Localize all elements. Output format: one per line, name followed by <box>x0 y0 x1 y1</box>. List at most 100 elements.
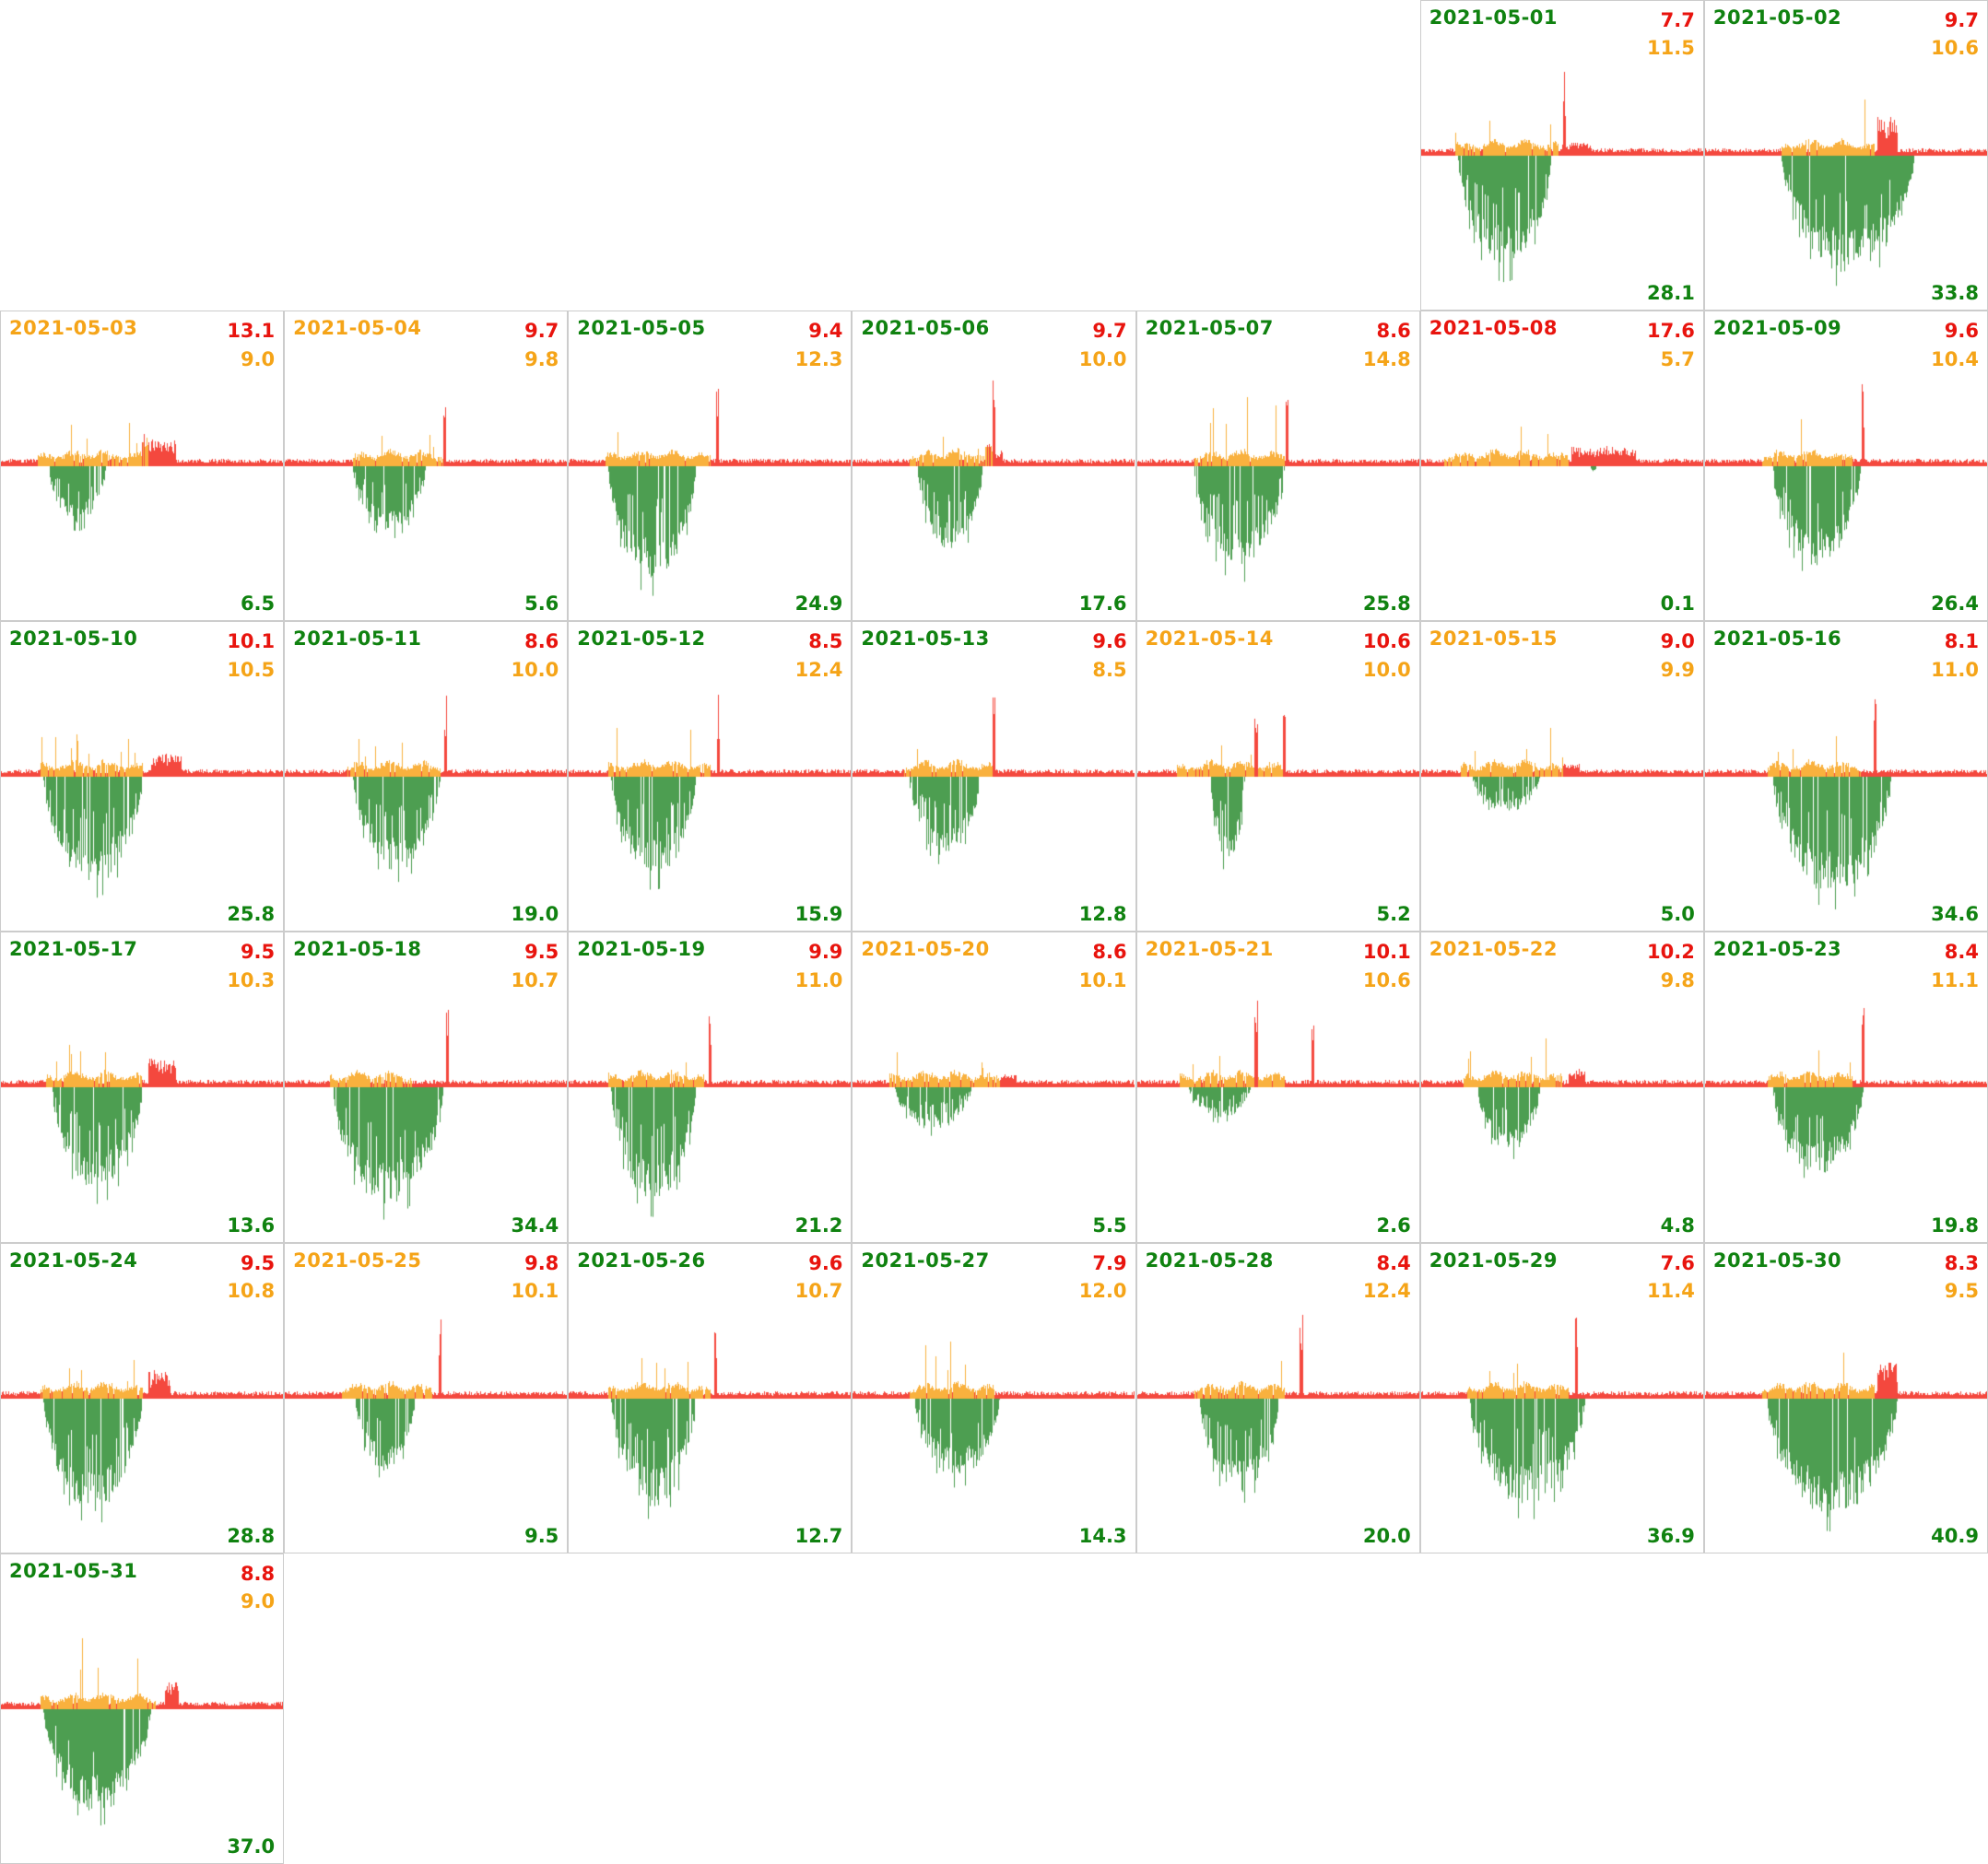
panel-date-label: 2021-05-11 <box>293 627 422 651</box>
panel-top-values: 7.9 12.0 <box>1079 1249 1127 1306</box>
value-red-label: 9.5 <box>524 941 559 964</box>
value-red-label: 7.7 <box>1660 9 1695 31</box>
panel-date-label: 2021-05-19 <box>577 938 706 961</box>
day-panel-2021-05-12: 2021-05-12 8.5 12.4 15.9 <box>568 621 853 932</box>
value-red-label: 9.7 <box>524 320 559 343</box>
day-panel-2021-05-16: 2021-05-16 8.1 11.0 34.6 <box>1703 621 1988 932</box>
value-orange-label: 10.1 <box>1078 968 1127 991</box>
day-panel-2021-05-31: 2021-05-31 8.8 9.0 37.0 <box>0 1553 285 1864</box>
value-orange-label: 10.4 <box>1931 347 1979 370</box>
panel-date-label: 2021-05-24 <box>9 1249 138 1272</box>
value-green-label: 2.6 <box>1376 1213 1411 1237</box>
panel-top-values: 8.5 12.4 <box>795 627 843 684</box>
day-chart-canvas <box>1704 1243 1987 1553</box>
day-chart-canvas <box>1 622 283 932</box>
value-orange-label: 9.8 <box>1660 968 1695 991</box>
value-orange-label: 10.3 <box>227 968 276 991</box>
panel-top-values: 8.3 9.5 <box>1945 1249 1979 1306</box>
day-panel-2021-05-19: 2021-05-19 9.9 11.0 21.2 <box>568 932 853 1243</box>
panel-top-values: 7.7 11.5 <box>1647 6 1695 63</box>
panel-date-label: 2021-05-28 <box>1145 1249 1274 1272</box>
panel-top-values: 8.8 9.0 <box>241 1560 275 1616</box>
panel-top-values: 9.6 10.7 <box>795 1249 843 1306</box>
panel-date-label: 2021-05-30 <box>1712 1249 1842 1272</box>
value-red-label: 9.5 <box>240 941 276 964</box>
value-red-label: 8.6 <box>1092 941 1127 964</box>
value-green-label: 12.8 <box>1078 903 1127 926</box>
value-green-label: 6.5 <box>240 592 276 615</box>
panel-date-label: 2021-05-05 <box>577 317 706 340</box>
day-panel-2021-05-30: 2021-05-30 8.3 9.5 40.9 <box>1703 1242 1988 1553</box>
value-red-label: 9.7 <box>1092 320 1127 343</box>
panel-top-values: 8.1 11.0 <box>1931 627 1979 684</box>
value-orange-label: 11.4 <box>1647 1280 1695 1303</box>
day-chart-canvas <box>853 932 1135 1242</box>
panel-top-values: 8.4 11.1 <box>1931 938 1979 994</box>
value-green-label: 5.0 <box>1660 903 1695 926</box>
day-chart-canvas <box>285 932 568 1242</box>
value-green-label: 28.1 <box>1647 282 1695 305</box>
value-red-label: 7.6 <box>1660 1251 1695 1274</box>
value-green-label: 14.3 <box>1078 1524 1127 1547</box>
value-orange-label: 10.0 <box>511 658 559 681</box>
panel-date-label: 2021-05-07 <box>1145 317 1274 340</box>
panel-date-label: 2021-05-14 <box>1145 627 1274 651</box>
value-red-label: 8.8 <box>240 1562 276 1585</box>
value-red-label: 9.7 <box>1944 9 1979 31</box>
day-chart-canvas <box>569 622 852 932</box>
value-green-label: 12.7 <box>794 1524 843 1547</box>
value-red-label: 8.5 <box>808 630 843 653</box>
day-panel-2021-05-14: 2021-05-14 10.6 10.0 5.2 <box>1135 621 1420 932</box>
day-panel-2021-05-21: 2021-05-21 10.1 10.6 2.6 <box>1135 932 1420 1243</box>
panel-date-label: 2021-05-27 <box>861 1249 990 1272</box>
panel-top-values: 9.7 10.0 <box>1079 317 1127 373</box>
value-orange-label: 8.5 <box>1092 658 1127 681</box>
value-orange-label: 10.7 <box>511 968 559 991</box>
day-panel-2021-05-10: 2021-05-10 10.1 10.5 25.8 <box>0 621 285 932</box>
day-chart-canvas <box>1 1243 283 1553</box>
panel-date-label: 2021-05-26 <box>577 1249 706 1272</box>
value-orange-label: 9.0 <box>240 347 276 370</box>
value-orange-label: 11.1 <box>1931 968 1979 991</box>
day-panel-2021-05-28: 2021-05-28 8.4 12.4 20.0 <box>1135 1242 1420 1553</box>
value-orange-label: 10.5 <box>227 658 276 681</box>
value-red-label: 9.4 <box>808 320 843 343</box>
value-red-label: 8.6 <box>524 630 559 653</box>
day-chart-canvas <box>1420 311 1703 621</box>
value-orange-label: 14.8 <box>1362 347 1411 370</box>
panel-date-label: 2021-05-01 <box>1429 6 1559 29</box>
value-orange-label: 10.0 <box>1078 347 1127 370</box>
day-chart-canvas <box>1704 1 1987 310</box>
value-green-label: 0.1 <box>1660 592 1695 615</box>
value-red-label: 9.5 <box>240 1251 276 1274</box>
day-chart-canvas <box>1704 622 1987 932</box>
day-chart-canvas <box>285 622 568 932</box>
value-green-label: 25.8 <box>227 903 276 926</box>
panel-date-label: 2021-05-29 <box>1429 1249 1559 1272</box>
value-green-label: 19.8 <box>1931 1213 1979 1237</box>
day-panel-2021-05-15: 2021-05-15 9.0 9.9 5.0 <box>1419 621 1704 932</box>
day-panel-2021-05-26: 2021-05-26 9.6 10.7 12.7 <box>568 1242 853 1553</box>
day-panel-2021-05-29: 2021-05-29 7.6 11.4 36.9 <box>1419 1242 1704 1553</box>
day-panel-2021-05-05: 2021-05-05 9.4 12.3 24.9 <box>568 311 853 622</box>
panel-top-values: 10.1 10.5 <box>227 627 275 684</box>
value-red-label: 8.1 <box>1944 630 1979 653</box>
day-panel-2021-05-06: 2021-05-06 9.7 10.0 17.6 <box>852 311 1136 622</box>
value-orange-label: 12.4 <box>794 658 843 681</box>
value-red-label: 8.4 <box>1944 941 1979 964</box>
day-panel-2021-05-22: 2021-05-22 10.2 9.8 4.8 <box>1419 932 1704 1243</box>
value-red-label: 9.6 <box>808 1251 843 1274</box>
day-panel-2021-05-09: 2021-05-09 9.6 10.4 26.4 <box>1703 311 1988 622</box>
day-chart-canvas <box>1 932 283 1242</box>
day-chart-canvas <box>853 622 1135 932</box>
value-green-label: 40.9 <box>1931 1524 1979 1547</box>
panel-top-values: 10.6 10.0 <box>1363 627 1411 684</box>
panel-top-values: 17.6 5.7 <box>1647 317 1695 373</box>
panel-date-label: 2021-05-18 <box>293 938 422 961</box>
value-green-label: 17.6 <box>1078 592 1127 615</box>
value-red-label: 13.1 <box>227 320 276 343</box>
panel-top-values: 9.7 9.8 <box>524 317 559 373</box>
day-chart-canvas <box>1136 932 1419 1242</box>
value-orange-label: 12.4 <box>1362 1280 1411 1303</box>
day-chart-canvas <box>1420 1243 1703 1553</box>
